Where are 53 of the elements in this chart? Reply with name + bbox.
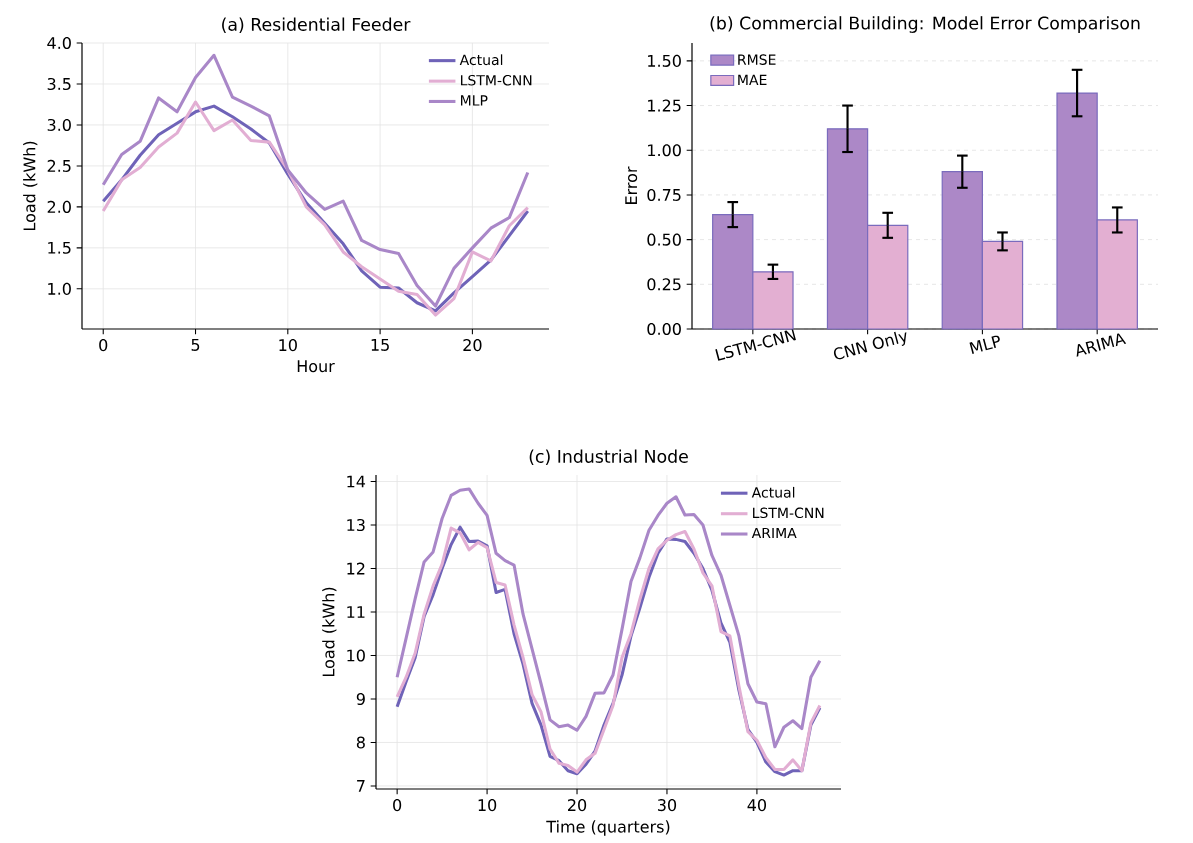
x-tick-label: 40: [747, 799, 767, 812]
y-tick-label: 3.5: [47, 77, 71, 91]
chart-title: (b) Commercial Building: Model Error Comparison: [710, 16, 1140, 33]
x-tick-label: 0: [99, 339, 108, 352]
legend-label: Actual: [459, 54, 503, 66]
y-tick-label: 8: [356, 736, 365, 749]
legend-label: RMSE: [738, 54, 776, 65]
x-axis-title: Hour: [297, 360, 335, 373]
x-tick-label: MLP: [969, 335, 1000, 354]
x-tick-label: 15: [371, 339, 389, 351]
y-tick-label: 7: [357, 780, 365, 792]
chart-title: (a) Residential Feeder: [222, 17, 411, 33]
x-tick-label: ARIMA: [1076, 333, 1127, 357]
legend-label: ARIMA: [751, 527, 797, 539]
x-tick-label: 5: [191, 339, 200, 351]
x-tick-label: CNN Only: [833, 331, 907, 360]
y-tick-label: 0.00: [647, 322, 681, 336]
y-tick-label: 11: [347, 606, 365, 618]
y-tick-label: 14: [347, 475, 366, 488]
y-tick-label: 1.5: [48, 241, 71, 254]
y-tick-label: 2.0: [47, 200, 71, 213]
x-tick-label: 0: [393, 799, 402, 812]
legend-label: LSTM-CNN: [753, 507, 824, 519]
y-tick-label: 2.5: [47, 159, 71, 172]
y-tick-label: 4.0: [47, 36, 71, 50]
y-tick-label: 0.25: [647, 278, 681, 291]
x-tick-label: 10: [279, 339, 297, 352]
x-axis-title: Time (quarters): [546, 820, 670, 836]
y-tick-label: 10: [347, 649, 365, 662]
y-tick-label: 3.0: [47, 118, 71, 131]
legend-label: Actual: [751, 486, 795, 498]
x-tick-label: 10: [478, 799, 497, 812]
y-tick-label: 9: [356, 692, 365, 706]
x-tick-label: 30: [658, 799, 677, 812]
y-tick-label: 1.0: [48, 282, 71, 295]
y-tick-label: 0.50: [647, 233, 681, 246]
y-axis-title: Load (kWh): [322, 587, 337, 677]
chart-title: (c) Industrial Node: [529, 449, 688, 465]
legend-label: LSTM-CNN: [461, 74, 532, 86]
x-tick-label: 20: [463, 339, 482, 352]
legend-label: MLP: [461, 95, 488, 106]
y-tick-label: 12: [347, 562, 365, 575]
y-axis-title: Load (kWh): [23, 141, 38, 231]
line-series: [101, 53, 530, 308]
y-tick-label: 1.50: [648, 54, 681, 67]
legend-label: MAE: [738, 74, 767, 85]
y-axis-title: Error: [625, 166, 638, 204]
x-tick-label: 20: [568, 799, 587, 812]
y-tick-label: 0.75: [647, 188, 681, 201]
y-tick-label: 1.00: [648, 144, 681, 157]
line-series: [395, 487, 822, 749]
y-tick-label: 1.25: [648, 99, 681, 112]
y-tick-label: 13: [347, 518, 365, 532]
